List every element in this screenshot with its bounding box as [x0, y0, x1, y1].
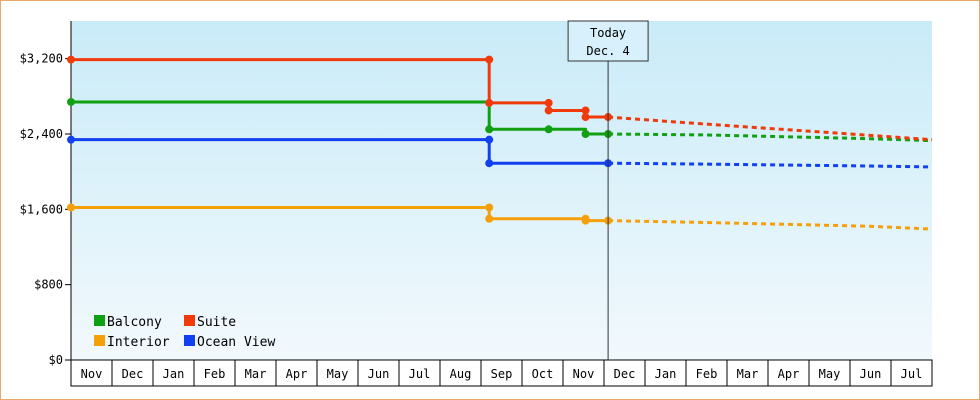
legend-label-balcony: Balcony	[107, 315, 162, 330]
data-point	[67, 55, 75, 64]
data-point	[67, 135, 75, 144]
data-point	[485, 98, 494, 107]
forecast-line-interior	[608, 219, 933, 231]
month-label: Jun	[368, 367, 390, 381]
legend-label-ocean-view: Ocean View	[197, 335, 275, 350]
axes: $0 $800 $1,600 $2,400 $3,200 Nov Dec Jan Feb Mar A…	[20, 21, 933, 387]
data-point	[544, 106, 553, 115]
data-point	[581, 113, 590, 122]
series-line-ocean-view	[71, 138, 609, 165]
series-suite	[67, 55, 933, 142]
month-label: Feb	[696, 367, 718, 381]
month-label: Jan	[163, 367, 185, 381]
legend-swatch-suite	[184, 315, 195, 326]
legend-swatch-ocean-view	[184, 335, 195, 346]
data-point	[485, 159, 494, 168]
month-label: May	[327, 367, 349, 381]
month-label: Jun	[860, 367, 882, 381]
y-tick-label: $1,600	[20, 202, 63, 216]
month-label: Dec	[614, 367, 636, 381]
today-marker: Today Dec. 4	[567, 20, 649, 360]
month-label: Apr	[286, 367, 308, 381]
data-point	[581, 216, 590, 225]
legend-label-suite: Suite	[197, 315, 236, 330]
data-point	[544, 98, 553, 107]
month-label: Aug	[450, 367, 472, 381]
month-label: May	[819, 367, 841, 381]
data-point	[67, 97, 75, 106]
month-label: Nov	[81, 367, 103, 381]
month-label: Jan	[655, 367, 677, 381]
today-date: Dec. 4	[586, 44, 629, 58]
data-point	[485, 55, 494, 64]
today-label: Today	[590, 26, 626, 40]
data-point	[485, 135, 494, 144]
month-label: Sep	[491, 367, 513, 381]
plot-area	[71, 21, 932, 360]
series-interior	[67, 203, 933, 231]
data-point	[485, 214, 494, 223]
month-label: Oct	[532, 367, 554, 381]
legend: Balcony Suite Interior Ocean View	[94, 315, 275, 350]
y-tick-label: $800	[34, 278, 63, 292]
month-label: Feb	[204, 367, 226, 381]
data-point	[485, 203, 494, 212]
data-point	[581, 130, 590, 138]
legend-swatch-balcony	[94, 315, 105, 326]
month-label: Jul	[409, 367, 431, 381]
forecast-line-balcony	[608, 132, 933, 143]
legend-label-interior: Interior	[107, 335, 170, 350]
month-label: Jul	[901, 367, 923, 381]
data-point	[67, 203, 75, 212]
data-point	[485, 125, 494, 134]
forecast-line-ocean-view	[608, 161, 933, 169]
month-label: Apr	[778, 367, 800, 381]
today-box	[567, 20, 649, 62]
month-label: Dec	[122, 367, 144, 381]
y-tick-label: $2,400	[20, 127, 63, 141]
legend-swatch-interior	[94, 335, 105, 346]
data-point	[581, 106, 590, 115]
data-point	[544, 125, 553, 134]
month-label: Mar	[245, 367, 267, 381]
month-label: Nov	[573, 367, 595, 381]
y-tick-label: $0	[49, 353, 63, 367]
month-label: Mar	[737, 367, 759, 381]
y-tick-label: $3,200	[20, 52, 63, 66]
